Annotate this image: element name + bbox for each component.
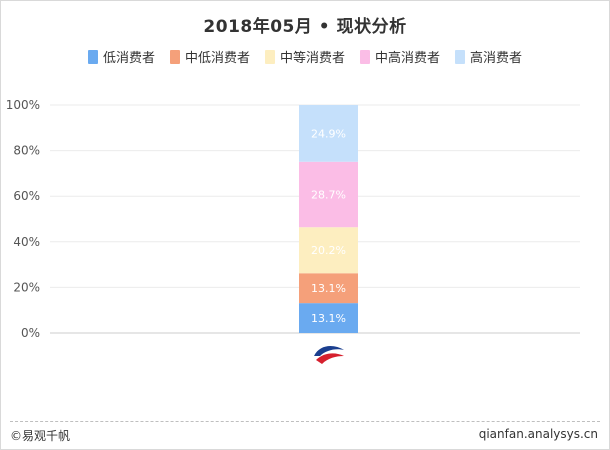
bar-data-label: 13.1% — [311, 282, 346, 295]
legend-item-mid-low[interactable]: 中低消费者 — [169, 47, 250, 66]
bar-data-label: 13.1% — [311, 312, 346, 325]
y-axis: 0% 20% 40% 60% 80% 100% — [6, 98, 40, 340]
legend-swatch-mid-high — [360, 49, 370, 64]
legend-item-mid[interactable]: 中等消费者 — [264, 47, 345, 66]
y-tick-label: 0% — [21, 326, 40, 340]
legend-label-high: 高消费者 — [470, 51, 523, 66]
y-tick-label: 40% — [13, 235, 40, 249]
bar-segment[interactable] — [299, 161, 358, 228]
chart-title: 2018年05月 • 现状分析 — [203, 17, 407, 37]
footer-copyright: ©易观千帆 — [10, 429, 71, 443]
bar-segment[interactable] — [299, 303, 358, 333]
data-labels: 13.1% 13.1% 20.2% 28.7% 24.9% — [311, 127, 346, 325]
legend-swatch-mid — [264, 49, 275, 64]
legend-label-mid-high: 中高消费者 — [375, 51, 441, 66]
china-eastern-airlines-logo — [314, 346, 344, 364]
legend-item-low[interactable]: 低消费者 — [87, 47, 155, 66]
y-tick-label: 80% — [13, 144, 40, 158]
legend-label-low: 低消费者 — [102, 51, 155, 66]
legend-swatch-mid-low — [169, 49, 180, 64]
legend-swatch-high — [455, 49, 466, 64]
y-tick-label: 100% — [6, 98, 40, 112]
logo-upper-wing — [314, 346, 344, 356]
bar-segment[interactable] — [299, 105, 358, 162]
legend-label-mid: 中等消费者 — [279, 51, 345, 66]
bar-data-label: 28.7% — [311, 188, 346, 201]
footer-divider — [10, 421, 600, 422]
bar-stack — [299, 105, 358, 333]
legend-item-high[interactable]: 高消费者 — [455, 47, 522, 66]
legend-swatch-low — [87, 49, 98, 64]
bar-segment[interactable] — [299, 273, 358, 304]
chart-legend: 低消费者 中低消费者 中等消费者 中高消费者 高消费者 — [0, 47, 610, 66]
y-tick-label: 20% — [13, 280, 40, 294]
legend-label-mid-low: 中低消费者 — [184, 51, 250, 66]
footer-source-url[interactable]: qianfan.analysys.cn — [478, 427, 598, 441]
logo-lower-wing — [316, 353, 344, 364]
legend-item-mid-high[interactable]: 中高消费者 — [360, 47, 440, 66]
bar-segment[interactable] — [299, 227, 358, 274]
bar-data-label: 24.9% — [311, 127, 346, 140]
bar-data-label: 20.2% — [311, 244, 346, 257]
y-tick-label: 60% — [13, 189, 40, 203]
